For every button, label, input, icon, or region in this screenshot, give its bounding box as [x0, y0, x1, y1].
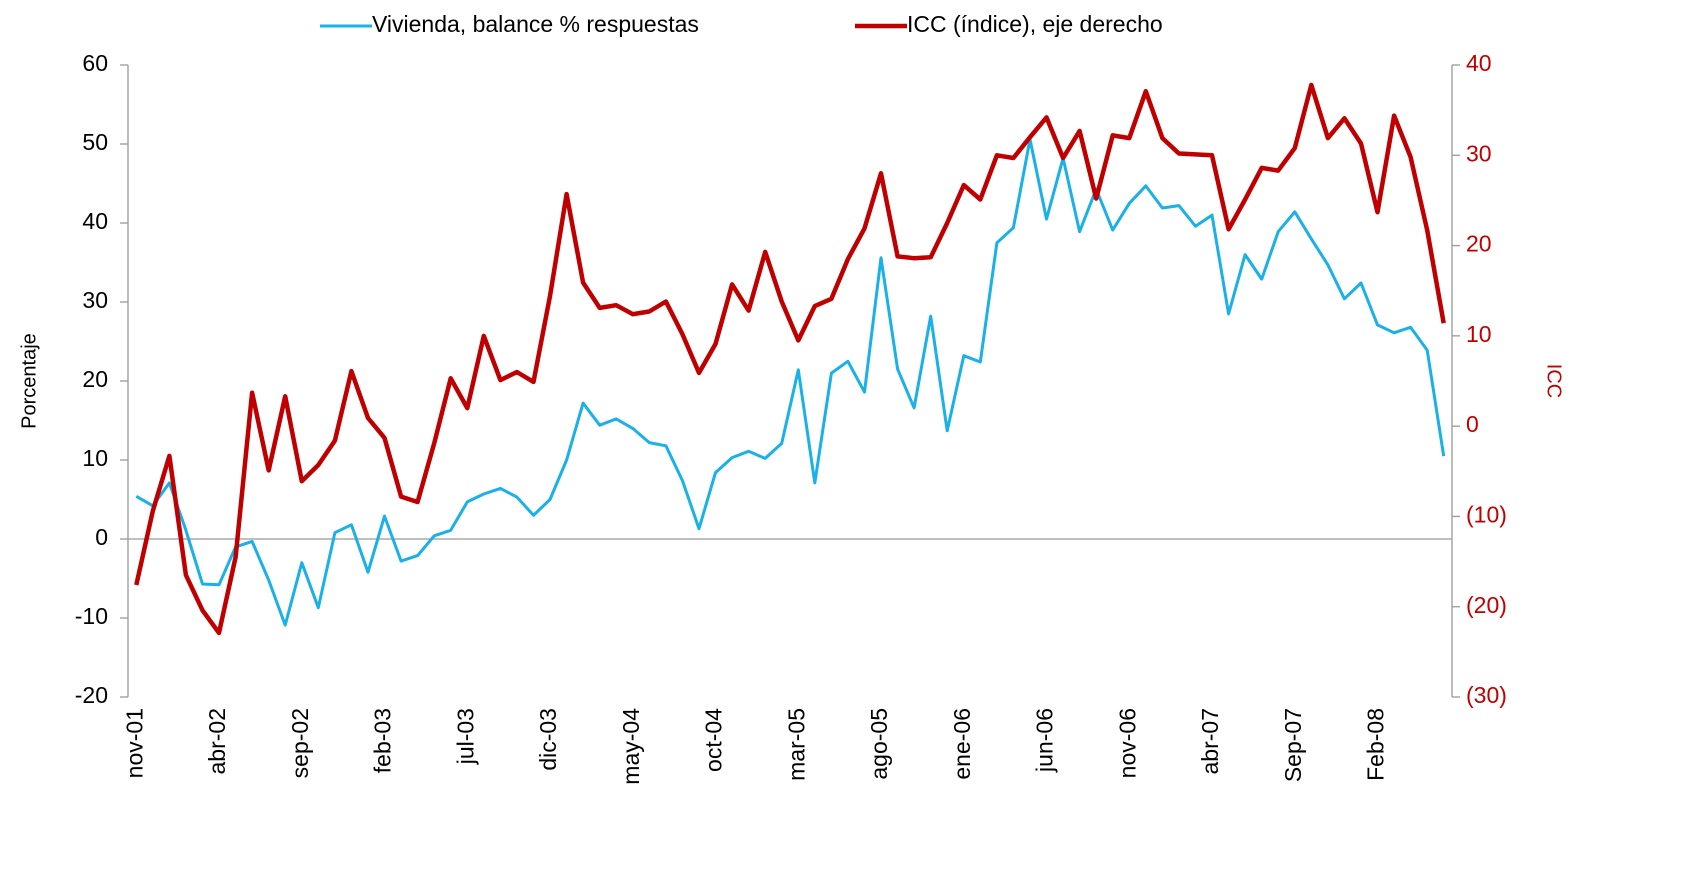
x-tick-label: oct-04 — [701, 708, 727, 772]
y2-tick-label: (20) — [1466, 592, 1507, 618]
y-tick-label: 60 — [82, 50, 108, 76]
x-tick-label: Feb-08 — [1363, 708, 1389, 781]
y2-tick-label: 20 — [1466, 231, 1492, 257]
x-tick-label: dic-03 — [535, 708, 561, 771]
x-tick-label: nov-01 — [121, 708, 147, 778]
x-tick-label: nov-06 — [1114, 708, 1140, 778]
y-axis-label: Porcentaje — [18, 333, 40, 429]
y-tick-label: 20 — [82, 366, 108, 392]
x-tick-label: mar-05 — [783, 708, 809, 781]
x-tick-label: may-04 — [618, 708, 644, 785]
legend-label: ICC (índice), eje derecho — [907, 11, 1163, 37]
y2-tick-label: 10 — [1466, 321, 1492, 347]
y-tick-label: 0 — [95, 524, 108, 550]
y2-axis-label: ICC — [1543, 364, 1565, 398]
y2-tick-label: 0 — [1466, 411, 1479, 437]
x-tick-label: sep-02 — [287, 708, 313, 778]
x-tick-label: jul-03 — [452, 708, 478, 765]
y-tick-label: 30 — [82, 287, 108, 313]
y2-tick-label: (10) — [1466, 502, 1507, 528]
series-line — [134, 82, 1446, 636]
series-line — [135, 137, 1446, 627]
y-tick-label: 50 — [82, 129, 108, 155]
x-tick-label: feb-03 — [370, 708, 396, 773]
y2-tick-label: 30 — [1466, 140, 1492, 166]
y-tick-label: -10 — [75, 603, 108, 629]
x-tick-label: abr-07 — [1197, 708, 1223, 774]
x-tick-label: ene-06 — [949, 708, 975, 780]
y-tick-label: 10 — [82, 445, 108, 471]
legend-label: Vivienda, balance % respuestas — [372, 11, 699, 37]
x-tick-label: Sep-07 — [1280, 708, 1306, 782]
y-tick-label: -20 — [75, 682, 108, 708]
x-tick-label: abr-02 — [204, 708, 230, 774]
y2-tick-label: (30) — [1466, 682, 1507, 708]
y-tick-label: 40 — [82, 208, 108, 234]
y2-tick-label: 40 — [1466, 50, 1492, 76]
x-tick-label: jun-06 — [1032, 708, 1058, 773]
x-tick-label: ago-05 — [866, 708, 892, 780]
